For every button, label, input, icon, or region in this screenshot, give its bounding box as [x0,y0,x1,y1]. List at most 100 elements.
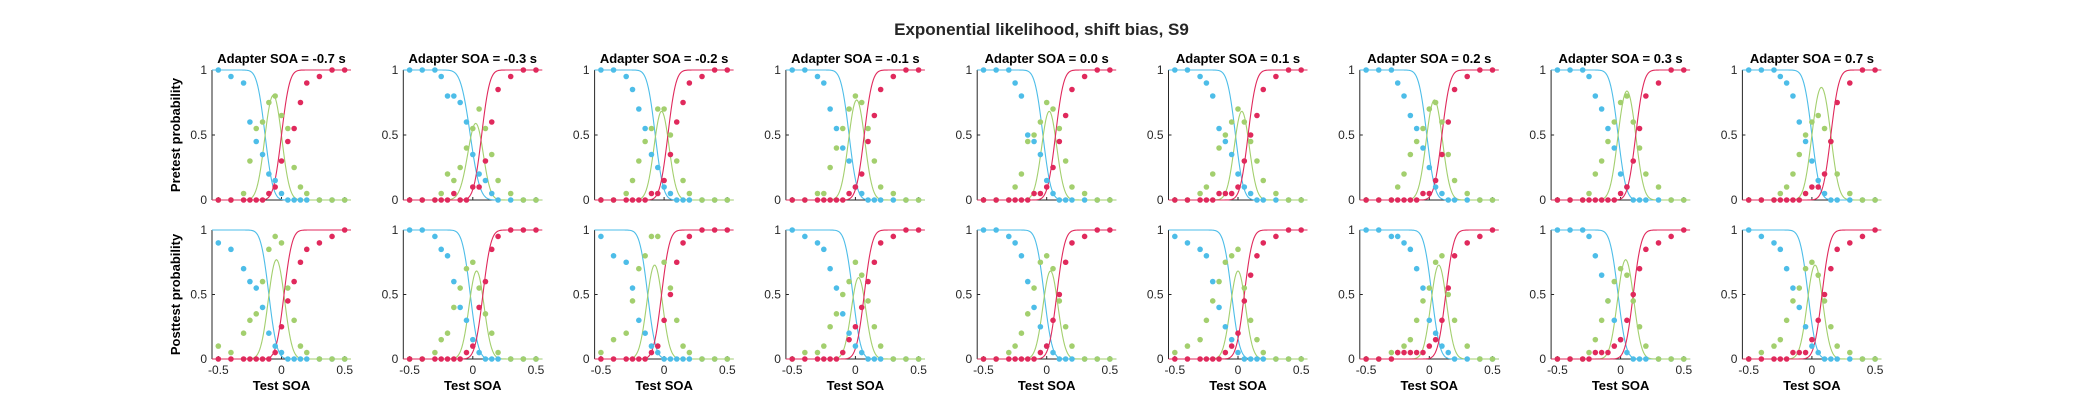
y-tick-label: 0 [583,193,590,207]
simultaneous-data-point [1815,112,1822,119]
y-tick-label: 0 [966,193,973,207]
simultaneous-data-point [1617,265,1624,272]
x-axis-label: Test SOA [1401,378,1459,393]
simultaneous-data-point [470,259,476,266]
before-data-point [297,356,304,362]
before-data-point [1062,197,1069,203]
after-data-point [1636,265,1643,272]
before-data-point [636,106,642,112]
after-data-point [1790,349,1796,356]
after-data-point [1790,197,1796,203]
simultaneous-data-point [1586,190,1592,197]
after-data-point [1872,227,1878,233]
before-data-point [1432,330,1439,337]
before-data-point [598,233,604,240]
before-data-point [1043,177,1050,184]
y-tick-label: 1 [966,63,973,77]
y-tick-label: 0.5 [764,288,781,302]
before-data-point [215,240,222,246]
y-tick-label: 1 [200,223,207,237]
simultaneous-data-point [1445,151,1452,158]
after-data-point [1056,138,1063,145]
after-data-point [1592,197,1599,203]
after-data-point [1680,67,1687,73]
after-data-point [303,80,310,86]
before-data-point [1464,197,1471,203]
simultaneous-data-point [1668,356,1674,362]
simultaneous-data-point [329,356,335,362]
before-data-point [266,171,272,177]
before-data-point [1758,233,1765,240]
simultaneous-data-point [1445,291,1452,298]
after-data-point [1254,253,1260,259]
before-data-point [476,171,482,177]
simultaneous-data-point [1680,197,1687,203]
simultaneous-data-point [1069,343,1075,349]
y-tick-label: 1 [200,63,207,77]
before-data-point [1598,272,1605,278]
simultaneous-data-point [1426,285,1433,291]
y-tick-label: 0 [966,352,973,366]
y-tick-label: 0 [392,193,399,207]
before-data-point [272,177,278,184]
simultaneous-data-point [1828,323,1834,330]
simultaneous-data-point [865,125,871,132]
simultaneous-data-point [1771,343,1777,349]
simultaneous-data-point [1050,106,1056,112]
before-data-point [215,67,222,73]
before-data-point [1394,80,1401,86]
after-data-point [457,197,463,203]
after-data-point [858,304,865,311]
after-data-point [1420,190,1426,197]
after-fit-curve [1742,229,1882,360]
before-data-point [444,253,451,259]
before-data-point [228,246,234,253]
before-data-point [1821,190,1828,197]
before-data-point [648,151,655,158]
after-data-point [636,197,642,203]
after-data-point [1037,349,1044,356]
after-data-point [1254,112,1260,119]
after-data-point [1464,240,1471,246]
after-fit-curve [212,69,351,201]
simultaneous-data-point [1069,184,1075,190]
after-data-point [1758,356,1765,362]
x-tick-label: 0 [1235,363,1242,377]
simultaneous-data-point [1605,298,1611,304]
after-data-point [1081,73,1088,80]
after-data-point [1043,184,1050,190]
before-data-point [1815,177,1822,184]
after-data-point [1069,86,1075,93]
after-data-point [1228,190,1235,197]
simultaneous-data-point [1821,125,1828,132]
before-data-point [451,93,457,99]
simultaneous-data-point [814,349,821,356]
simultaneous-data-point [858,272,865,278]
after-data-point [291,278,297,285]
simultaneous-data-point [1439,253,1445,259]
after-data-point [1432,177,1439,184]
after-data-point [839,349,846,356]
y-tick-label: 0.5 [190,128,207,142]
after-data-point [316,240,323,246]
after-data-point [419,356,426,362]
after-data-point [1235,184,1241,190]
x-tick-label: 0 [661,363,668,377]
after-data-point [297,259,304,266]
before-data-point [1451,356,1458,362]
simultaneous-data-point [1012,343,1018,349]
after-data-point [259,197,266,203]
simultaneous-data-point [297,343,304,349]
after-data-point [1777,356,1784,362]
y-tick-label: 1 [1348,63,1355,77]
before-data-point [654,164,661,171]
before-data-point [993,227,999,233]
simultaneous-data-point [890,190,897,197]
after-data-point [915,67,922,73]
before-data-point [1420,285,1426,291]
simultaneous-data-point [341,356,348,362]
simultaneous-data-point [1821,298,1828,304]
before-data-point [789,227,796,233]
simultaneous-data-point [1426,106,1433,112]
after-data-point [1605,349,1611,356]
